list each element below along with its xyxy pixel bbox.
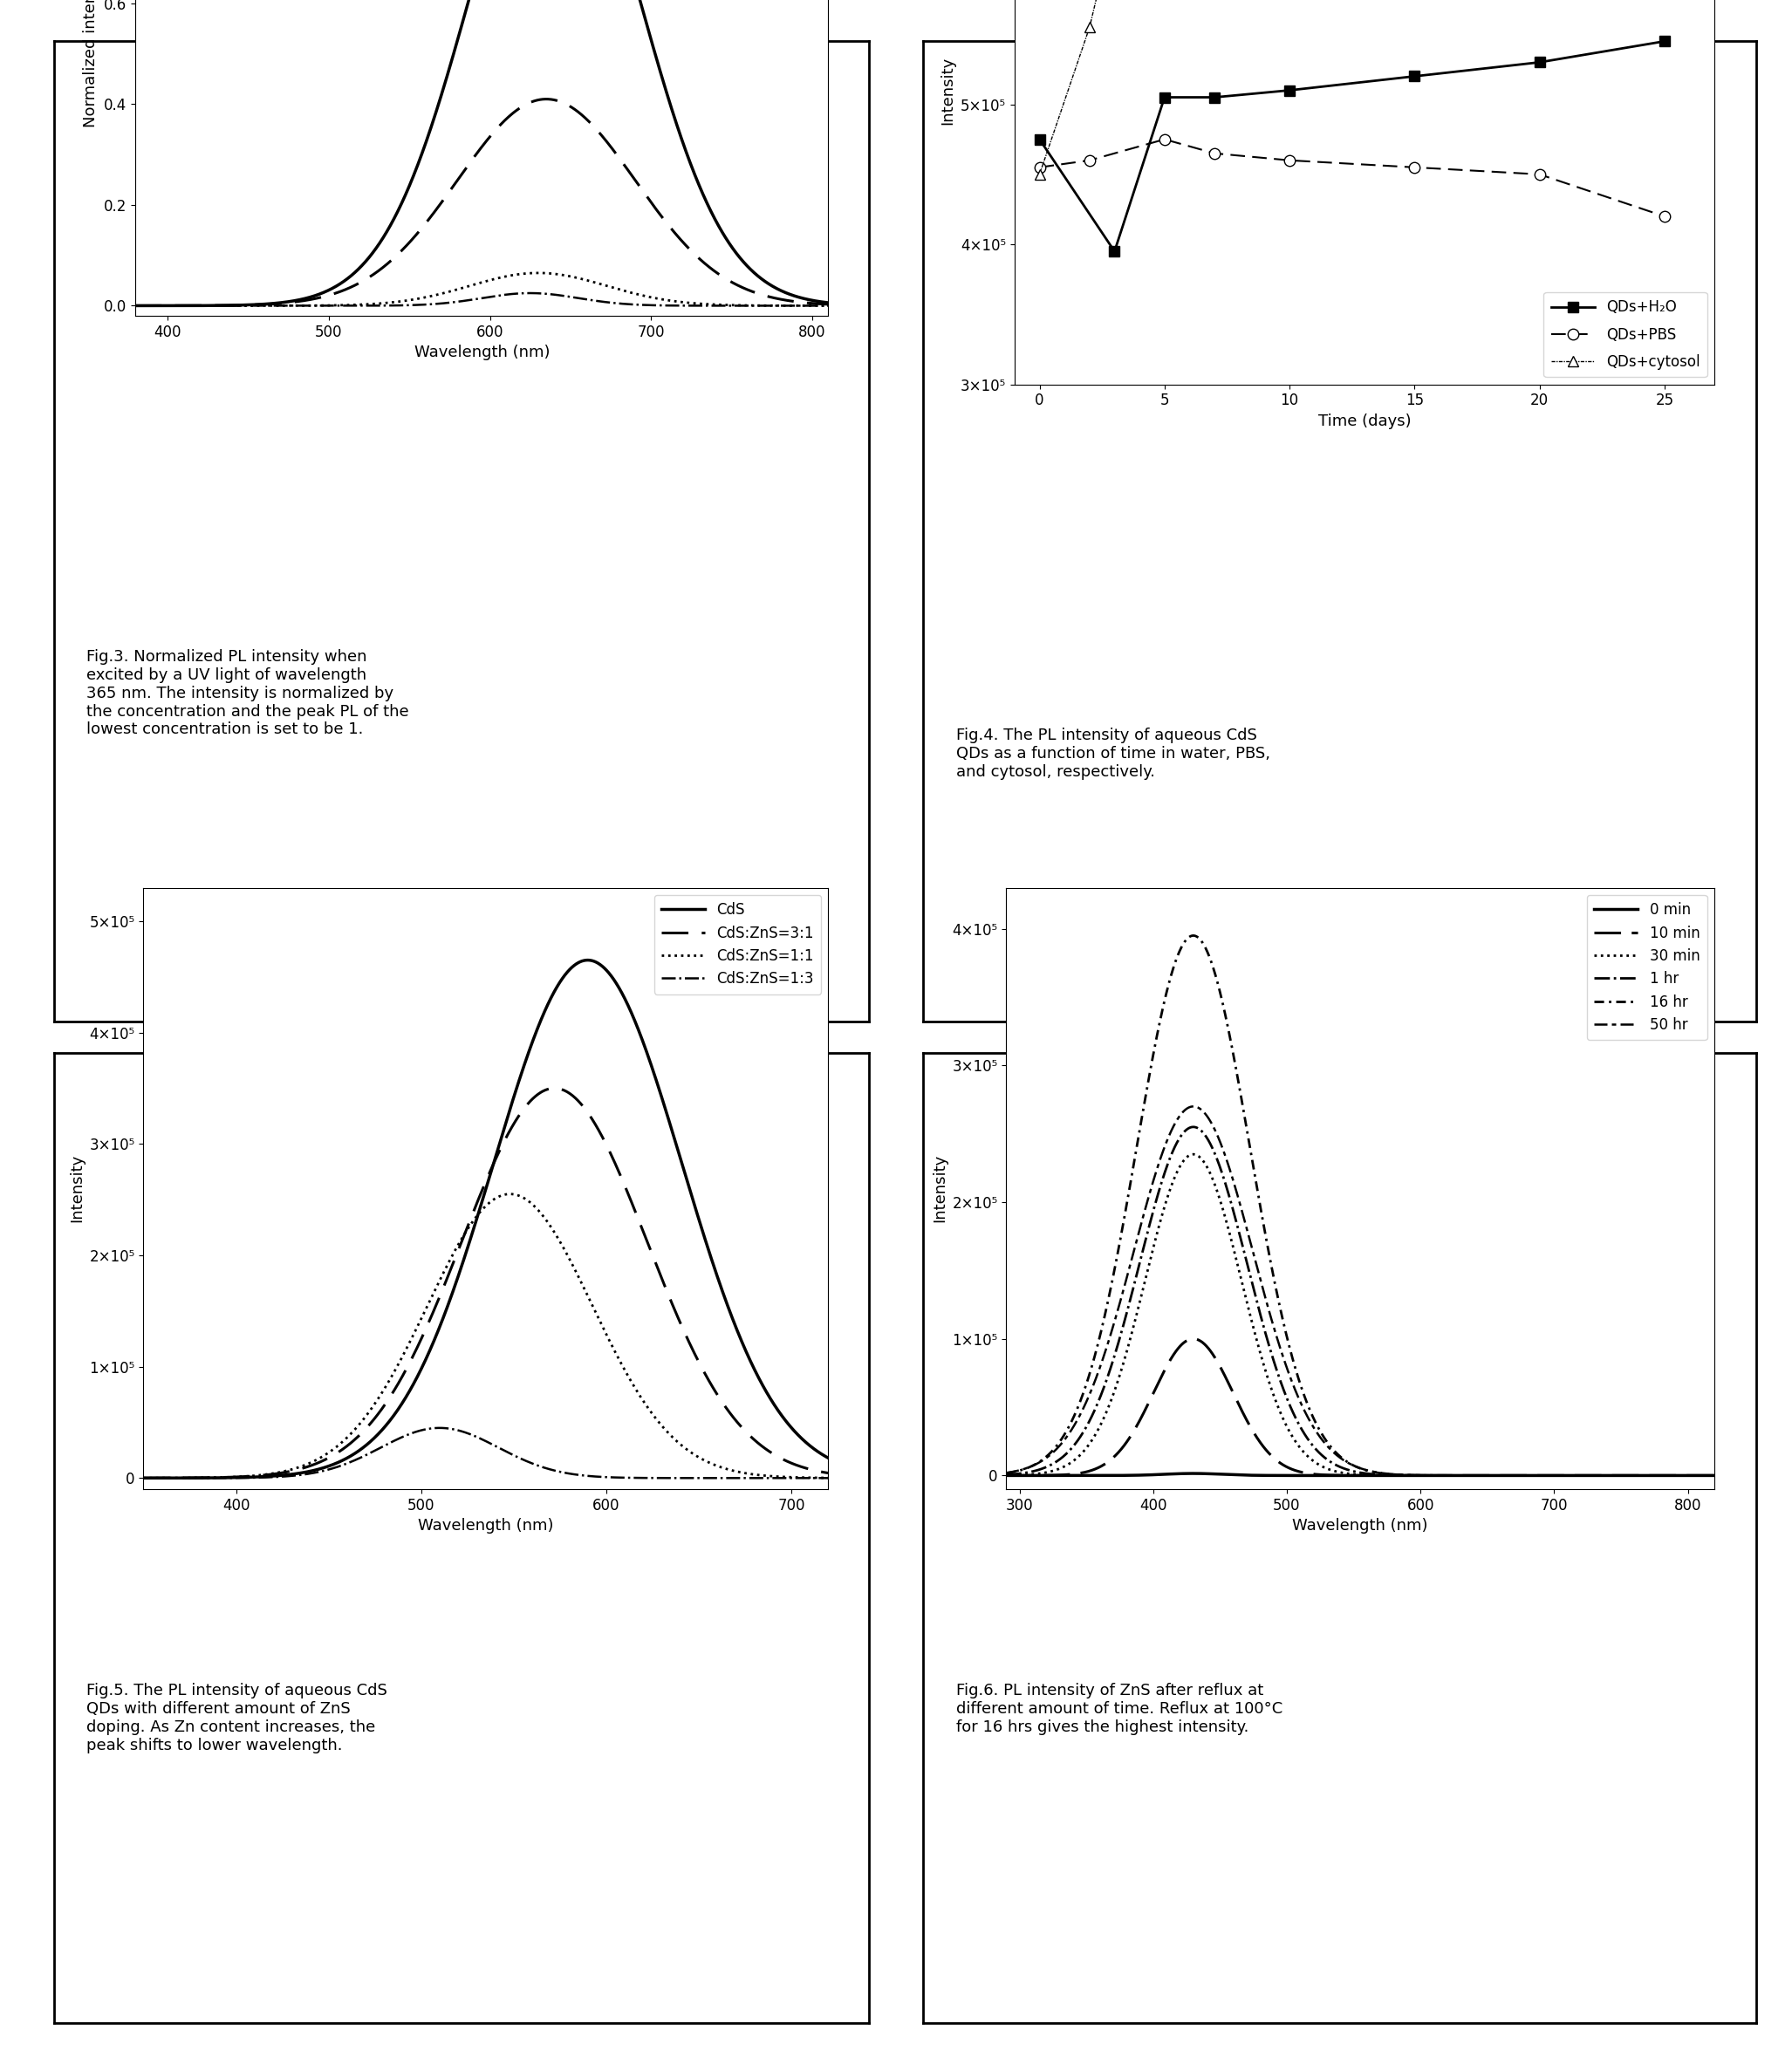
Text: Fig.3. Normalized PL intensity when
excited by a UV light of wavelength
365 nm. : Fig.3. Normalized PL intensity when exci… bbox=[86, 648, 409, 737]
X-axis label: Wavelength (nm): Wavelength (nm) bbox=[1292, 1519, 1428, 1534]
Y-axis label: Intensity: Intensity bbox=[932, 1154, 948, 1222]
X-axis label: Wavelength (nm): Wavelength (nm) bbox=[414, 345, 550, 361]
Legend: QDs+H₂O, QDs+PBS, QDs+cytosol: QDs+H₂O, QDs+PBS, QDs+cytosol bbox=[1543, 293, 1708, 378]
Y-axis label: Intensity: Intensity bbox=[941, 56, 955, 124]
Legend: CdS, CdS:ZnS=3:1, CdS:ZnS=1:1, CdS:ZnS=1:3: CdS, CdS:ZnS=3:1, CdS:ZnS=1:1, CdS:ZnS=1… bbox=[654, 896, 821, 995]
Y-axis label: Intensity: Intensity bbox=[68, 1154, 84, 1222]
Text: Fig.6. PL intensity of ZnS after reflux at
different amount of time. Reflux at 1: Fig.6. PL intensity of ZnS after reflux … bbox=[957, 1684, 1283, 1736]
Y-axis label: Normalized intensity: Normalized intensity bbox=[82, 0, 99, 128]
X-axis label: Time (days): Time (days) bbox=[1317, 413, 1410, 429]
Legend: 0 min, 10 min, 30 min, 1 hr, 16 hr, 50 hr: 0 min, 10 min, 30 min, 1 hr, 16 hr, 50 h… bbox=[1588, 896, 1708, 1040]
Text: Fig.5. The PL intensity of aqueous CdS
QDs with different amount of ZnS
doping. : Fig.5. The PL intensity of aqueous CdS Q… bbox=[86, 1684, 387, 1752]
Text: Fig.4. The PL intensity of aqueous CdS
QDs as a function of time in water, PBS,
: Fig.4. The PL intensity of aqueous CdS Q… bbox=[957, 729, 1271, 780]
X-axis label: Wavelength (nm): Wavelength (nm) bbox=[418, 1519, 554, 1534]
